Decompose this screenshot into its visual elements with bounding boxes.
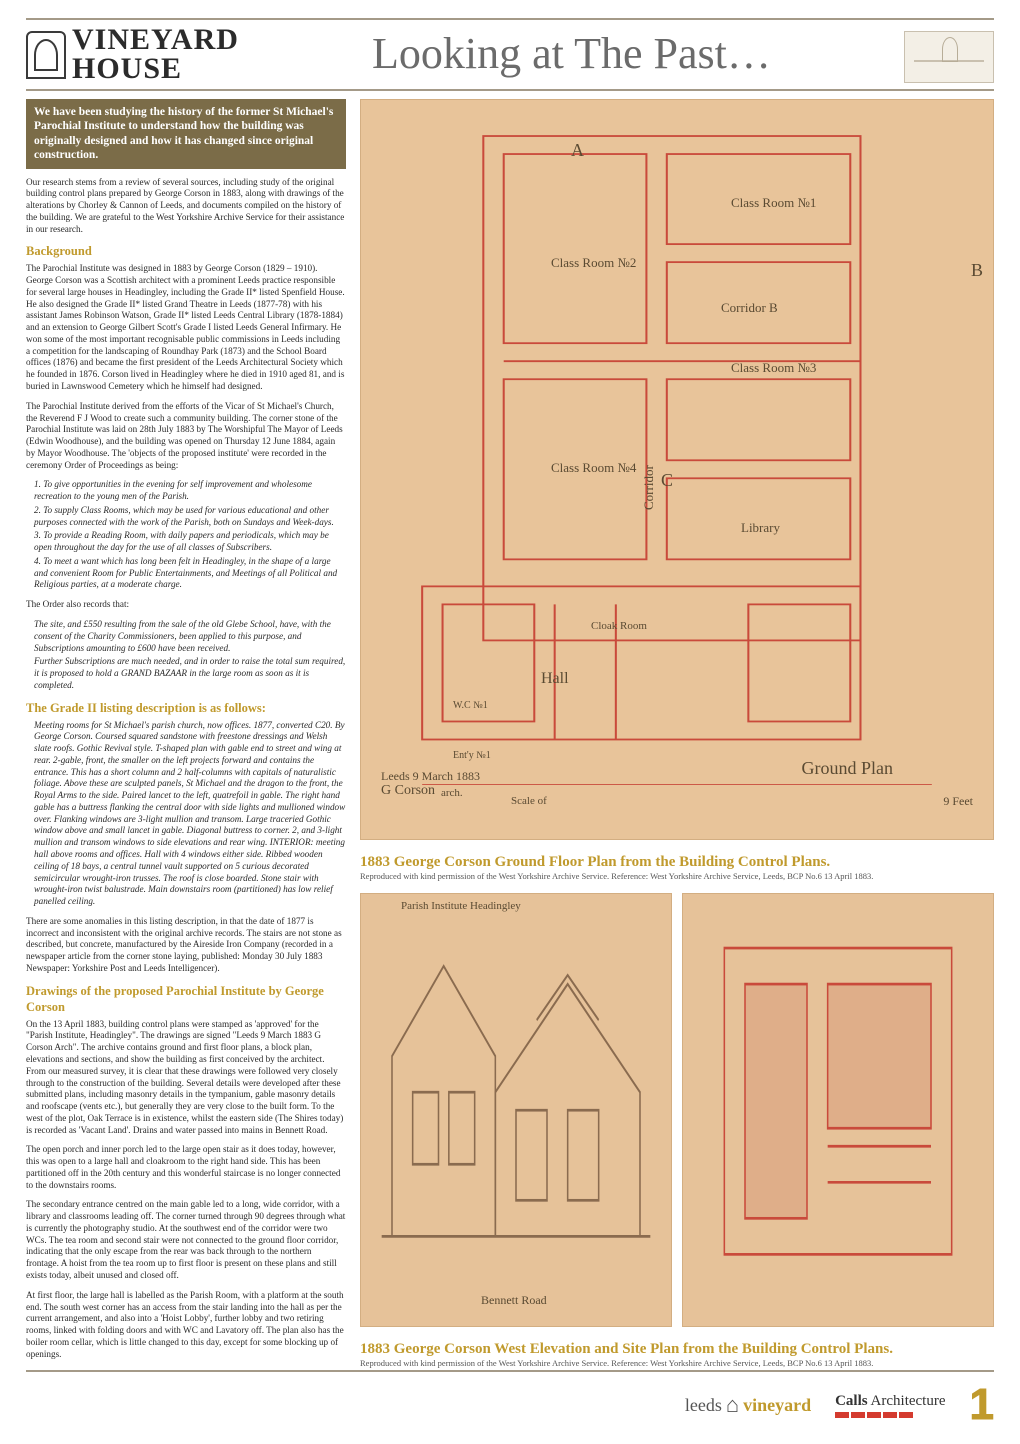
caption1-sub: Reproduced with kind permission of the W… xyxy=(360,871,994,881)
order-list: The site, and £550 resulting from the sa… xyxy=(26,619,346,692)
plan-class3: Class Room №3 xyxy=(731,360,816,376)
object-item: 4. To meet a want which has long been fe… xyxy=(34,556,346,591)
research-para: Our research stems from a review of seve… xyxy=(26,177,346,236)
logo-mark-icon xyxy=(26,31,66,79)
drawings-p3: The secondary entrance centred on the ma… xyxy=(26,1199,346,1281)
page-title: Looking at The Past… xyxy=(257,28,886,79)
plan-class4: Class Room №4 xyxy=(551,460,636,476)
left-column: We have been studying the history of the… xyxy=(26,99,346,1370)
order-item: Further Subscriptions are much needed, a… xyxy=(34,656,346,691)
calls-architecture-logo: Calls Architecture xyxy=(835,1393,945,1418)
west-elevation: Parish Institute Headingley Bennett Road xyxy=(360,893,672,1327)
elev-road: Bennett Road xyxy=(481,1293,547,1308)
plan-ent: Ent'y №1 xyxy=(453,750,491,761)
listing-note: There are some anomalies in this listing… xyxy=(26,916,346,975)
footer-leeds: leeds xyxy=(685,1395,722,1416)
footer-arch: Architecture xyxy=(871,1393,946,1409)
plan-sign2: G Corson xyxy=(381,783,435,799)
plan-hall: Hall xyxy=(541,670,569,688)
leeds-vineyard-logo: leeds ⌂ vineyard xyxy=(685,1392,811,1418)
order-item: The site, and £550 resulting from the sa… xyxy=(34,619,346,654)
objects-list: 1. To give opportunities in the evening … xyxy=(26,479,346,591)
object-item: 3. To provide a Reading Room, with daily… xyxy=(34,530,346,554)
plan-corridor-c: Corridor xyxy=(641,465,657,510)
object-item: 1. To give opportunities in the evening … xyxy=(34,479,346,503)
building-crest-icon xyxy=(904,31,994,83)
background-p2: The Parochial Institute derived from the… xyxy=(26,401,346,472)
site-plan xyxy=(682,893,994,1327)
plan-ground: Ground Plan xyxy=(802,758,894,779)
plan-class2: Class Room №2 xyxy=(551,255,636,271)
heading-background: Background xyxy=(26,243,346,259)
background-p1: The Parochial Institute was designed in … xyxy=(26,263,346,392)
logo-line2: HOUSE xyxy=(72,55,239,84)
caption-2: 1883 George Corson West Elevation and Si… xyxy=(360,1337,994,1370)
footer-vineyard: vineyard xyxy=(743,1395,811,1416)
logo: VINEYARD HOUSE xyxy=(26,26,239,83)
plan-class1: Class Room №1 xyxy=(731,195,816,211)
page-number: 1 xyxy=(970,1380,994,1430)
drawings-p1: On the 13 April 1883, building control p… xyxy=(26,1019,346,1137)
heading-listing: The Grade II listing description is as f… xyxy=(26,700,346,716)
plan-letter-b: B xyxy=(971,260,983,281)
plan-cloak: Cloak Room xyxy=(591,620,647,632)
listing-text: Meeting rooms for St Michael's parish ch… xyxy=(26,720,346,908)
logo-line1: VINEYARD xyxy=(72,26,239,55)
plan-feet: 9 Feet xyxy=(943,794,973,809)
plan-sign1: Leeds 9 March 1883 xyxy=(381,769,480,784)
ground-floor-plan: A B C Class Room №1 Class Room №2 Class … xyxy=(360,99,994,840)
header: VINEYARD HOUSE Looking at The Past… xyxy=(26,26,994,83)
order-intro: The Order also records that: xyxy=(26,599,346,611)
plan-scale: Scale of xyxy=(511,795,547,807)
caption2-sub: Reproduced with kind permission of the W… xyxy=(360,1358,994,1368)
drawings-p2: The open porch and inner porch led to th… xyxy=(26,1144,346,1191)
elev-title: Parish Institute Headingley xyxy=(401,900,521,912)
drawings-p4: At first floor, the large hall is labell… xyxy=(26,1290,346,1361)
heading-drawings: Drawings of the proposed Parochial Insti… xyxy=(26,983,346,1015)
caption-1: 1883 George Corson Ground Floor Plan fro… xyxy=(360,850,994,883)
plan-corridor-b: Corridor B xyxy=(721,300,778,316)
caption1-title: 1883 George Corson Ground Floor Plan fro… xyxy=(360,854,994,871)
object-item: 2. To supply Class Rooms, which may be u… xyxy=(34,505,346,529)
plan-letter-a: A xyxy=(571,140,584,161)
footer-calls: Calls xyxy=(835,1393,868,1409)
listing-body: Meeting rooms for St Michael's parish ch… xyxy=(34,720,346,908)
plan-library: Library xyxy=(741,520,780,536)
footer: leeds ⌂ vineyard Calls Architecture 1 xyxy=(26,1372,994,1430)
plan-letter-c: C xyxy=(661,470,673,491)
plan-sign3: arch. xyxy=(441,787,463,799)
plan-wc: W.C №1 xyxy=(453,700,488,711)
caption2-title: 1883 George Corson West Elevation and Si… xyxy=(360,1341,994,1358)
intro-box: We have been studying the history of the… xyxy=(26,99,346,169)
